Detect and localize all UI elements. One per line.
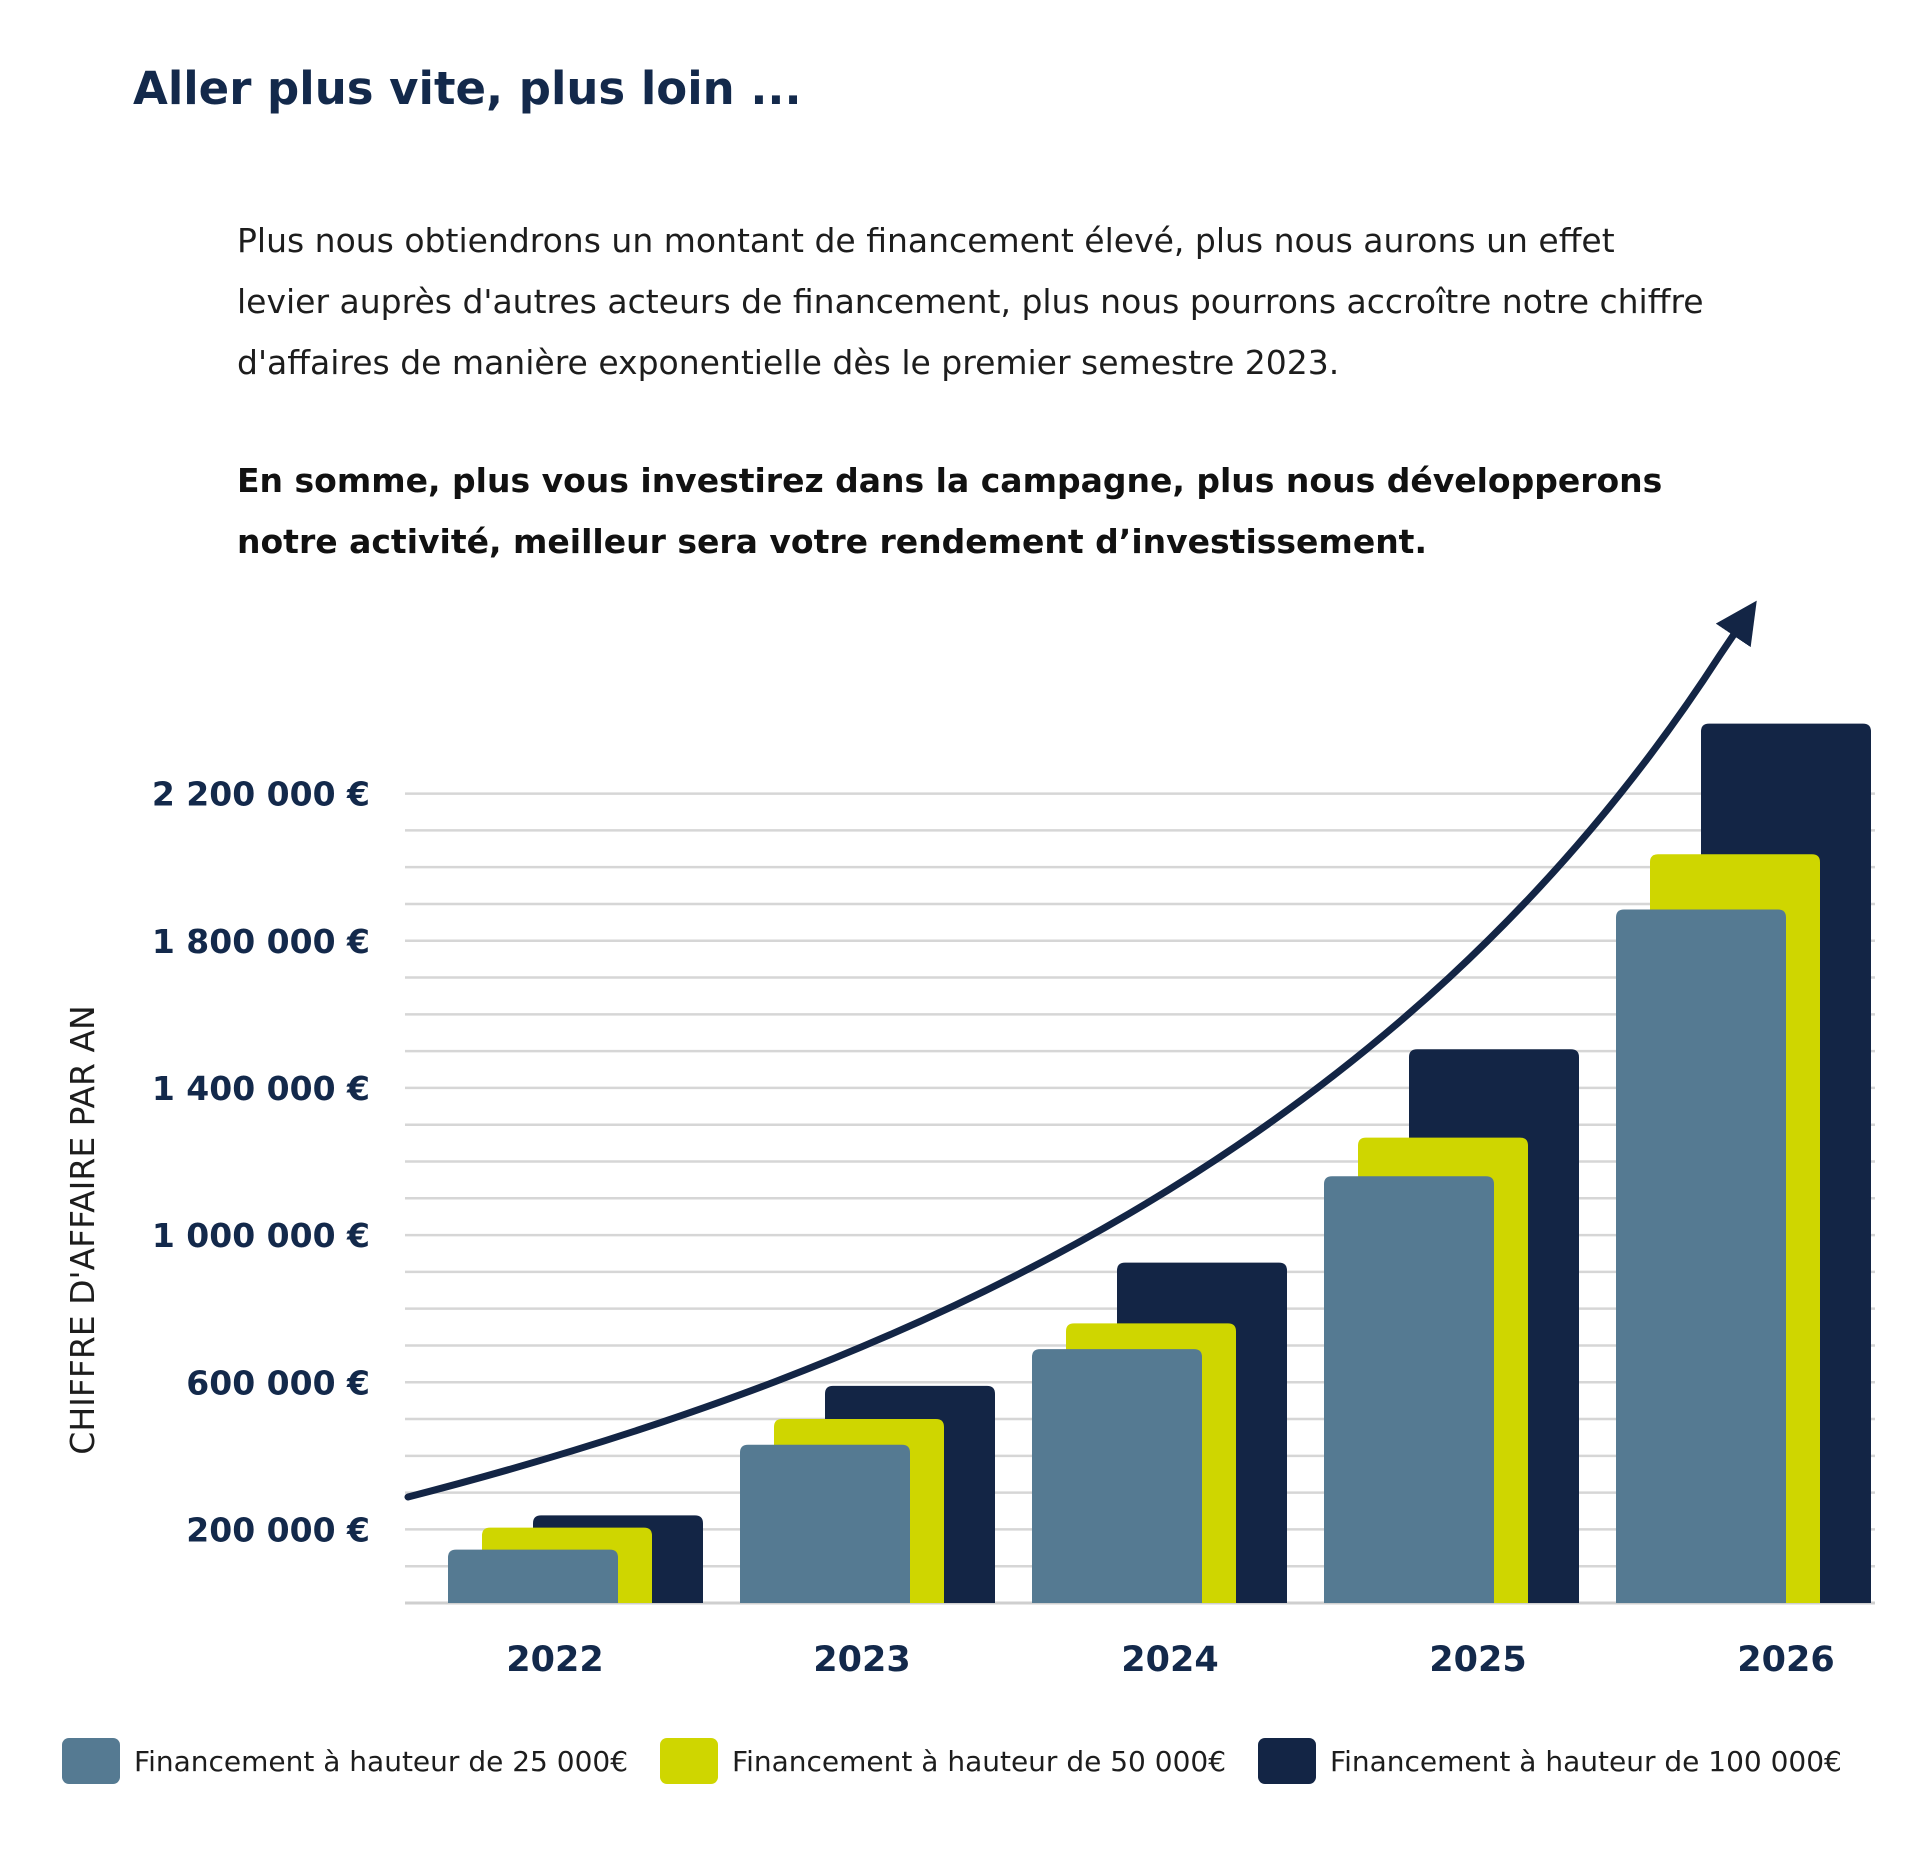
legend-item-25k: Financement à hauteur de 25 000€ <box>62 1738 628 1784</box>
bar-2024-25k <box>1032 1349 1202 1603</box>
y-tick-label: 1 800 000 € <box>152 922 370 961</box>
x-axis-categories: 2022 2023 2024 2025 2026 <box>506 1640 1834 1680</box>
bars <box>448 723 1871 1603</box>
legend-swatch-50k <box>660 1738 719 1784</box>
y-axis-label: CHIFFRE D'AFFAIRE PAR AN <box>63 1005 102 1454</box>
y-tick-label: 1 000 000 € <box>152 1216 370 1255</box>
legend-label-100k: Financement à hauteur de 100 000€ <box>1330 1744 1842 1778</box>
legend-item-50k: Financement à hauteur de 50 000€ <box>660 1738 1226 1784</box>
bar-2026-25k <box>1616 909 1786 1603</box>
page-title: Aller plus vite, plus loin ... <box>133 62 802 115</box>
intro-paragraph: Plus nous obtiendrons un montant de fina… <box>237 221 1704 382</box>
x-category-label: 2026 <box>1737 1640 1834 1680</box>
growth-trend-arrow <box>404 600 1757 1501</box>
bar-2022-25k <box>448 1549 618 1603</box>
legend-label-50k: Financement à hauteur de 50 000€ <box>732 1744 1227 1778</box>
y-tick-label: 600 000 € <box>186 1363 370 1402</box>
chart-legend: Financement à hauteur de 25 000€ Finance… <box>62 1738 1874 1784</box>
x-category-label: 2024 <box>1121 1640 1218 1680</box>
bar-2023-25k <box>740 1444 910 1603</box>
x-category-label: 2025 <box>1429 1640 1526 1680</box>
y-tick-label: 200 000 € <box>186 1510 370 1549</box>
summary-paragraph: En somme, plus vous investirez dans la c… <box>237 461 1663 561</box>
y-tick-label: 1 400 000 € <box>152 1069 370 1108</box>
x-category-label: 2023 <box>813 1640 910 1680</box>
legend-label-25k: Financement à hauteur de 25 000€ <box>134 1744 629 1778</box>
legend-swatch-100k <box>1258 1738 1317 1784</box>
legend-item-100k: Financement à hauteur de 100 000€ <box>1258 1738 1842 1784</box>
y-tick-label: 2 200 000 € <box>152 775 370 814</box>
x-category-label: 2022 <box>506 1640 603 1680</box>
bar-2025-25k <box>1324 1176 1494 1603</box>
legend-swatch-25k <box>62 1738 120 1784</box>
y-axis-ticks: 200 000 € 600 000 € 1 000 000 € 1 400 000 €… <box>152 775 370 1550</box>
